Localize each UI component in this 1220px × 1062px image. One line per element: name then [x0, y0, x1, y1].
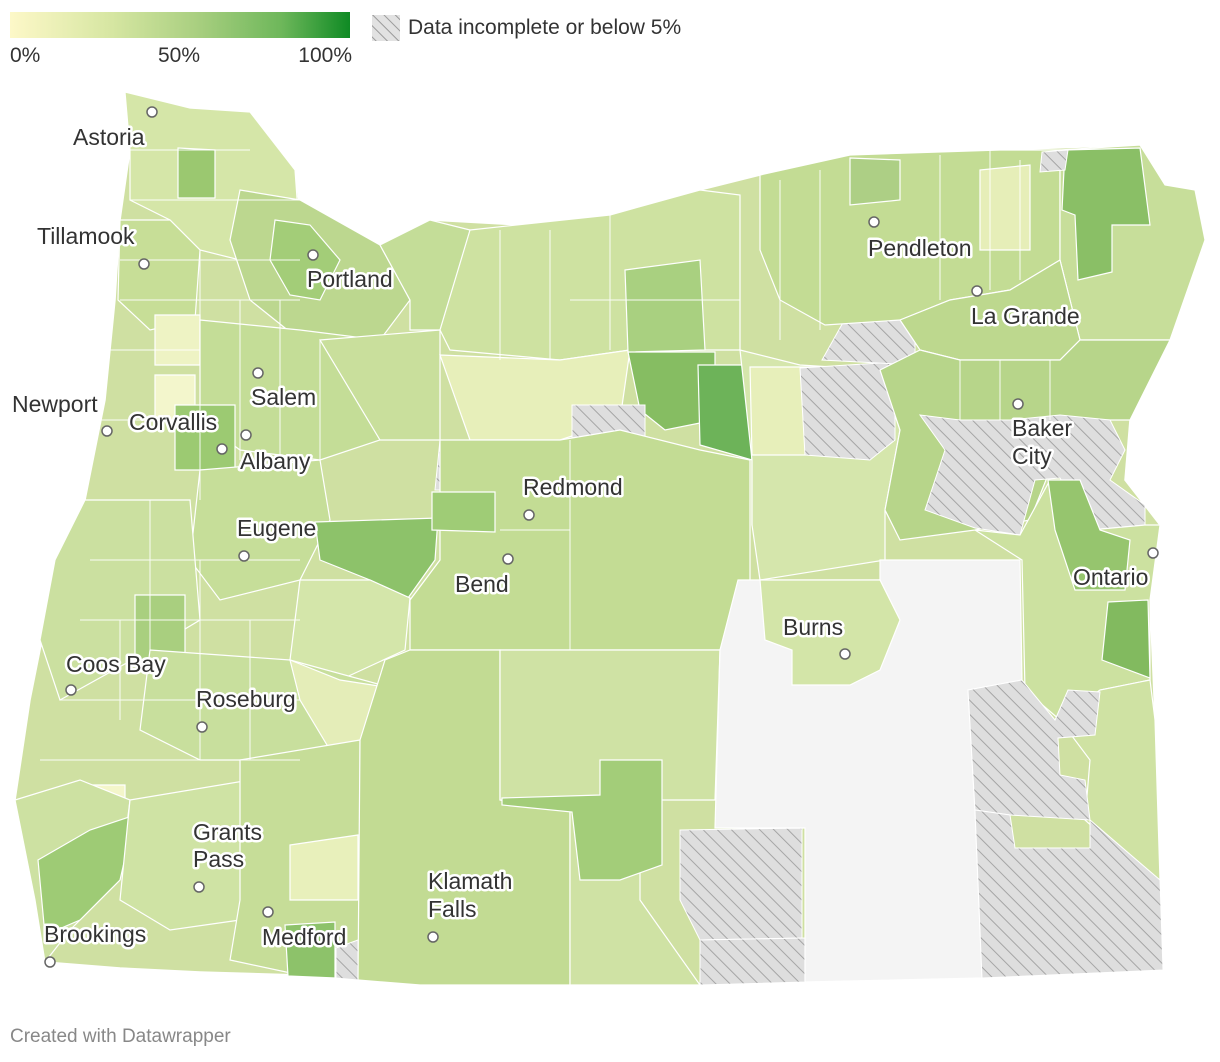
- klamath-falls-label: Klamath Falls: [428, 868, 519, 922]
- region-pale-coast-1: [154, 314, 201, 366]
- region-deschutes: [409, 429, 751, 651]
- region-gilliam: [624, 259, 706, 353]
- region-south-coast: [39, 499, 201, 701]
- no-data-legend: Data incomplete or below 5%: [372, 14, 681, 42]
- region-hatch-lake-2: [699, 937, 806, 986]
- legend-mid-label: 50%: [158, 44, 201, 67]
- region-burns: [759, 579, 901, 686]
- corvallis-marker: [216, 443, 228, 455]
- region-lake-dark: [501, 759, 663, 881]
- pendleton-label: Pendleton: [868, 235, 972, 261]
- city-markers: [44, 106, 1159, 968]
- eugene-marker: [238, 550, 250, 562]
- corvallis-label: Corvallis: [129, 409, 217, 435]
- city-labels: Astoria Tillamook Portland Newport Salem…: [10, 122, 1151, 953]
- portland-label: Portland: [307, 266, 393, 292]
- region-hatch-wheeler: [799, 361, 896, 461]
- color-scale-legend: 0% 50% 100%: [10, 12, 352, 72]
- grants-pass-marker: [193, 881, 205, 893]
- region-redmond-tract: [431, 491, 496, 533]
- baker-city-marker: [1012, 398, 1024, 410]
- no-data-label: Data incomplete or below 5%: [408, 16, 682, 39]
- legend-min-label: 0%: [10, 44, 41, 67]
- newport-label: Newport: [12, 391, 98, 417]
- burns-marker: [839, 648, 851, 660]
- pendleton-marker: [868, 216, 880, 228]
- medford-marker: [262, 906, 274, 918]
- klamath-falls-marker: [427, 931, 439, 943]
- salem-label: Salem: [251, 384, 316, 410]
- coos-bay-marker: [65, 684, 77, 696]
- color-gradient-bar: [10, 12, 350, 38]
- region-pendleton-tract: [849, 157, 901, 206]
- legend-max-label: 100%: [298, 44, 352, 67]
- region-medford-pale: [289, 834, 359, 901]
- bend-label: Bend: [455, 571, 509, 597]
- newport-marker: [101, 425, 113, 437]
- grants-pass-label: Grants Pass: [193, 819, 268, 872]
- brookings-marker: [44, 956, 56, 968]
- albany-marker: [240, 429, 252, 441]
- tract-boundaries: [40, 149, 1051, 761]
- oregon-map: Astoria Tillamook Portland Newport Salem…: [10, 90, 1206, 986]
- ontario-marker: [1147, 547, 1159, 559]
- region-pale-ne: [979, 164, 1031, 251]
- roseburg-marker: [196, 721, 208, 733]
- region-ontario-dark-1: [1047, 479, 1131, 591]
- salem-marker: [252, 367, 264, 379]
- tillamook-marker: [138, 258, 150, 270]
- region-astoria-tract: [177, 147, 216, 199]
- la-grande-label: La Grande: [971, 303, 1080, 329]
- astoria-marker: [146, 106, 158, 118]
- ontario-label: Ontario: [1073, 564, 1148, 590]
- hatch-swatch-icon: [372, 15, 400, 41]
- portland-marker: [307, 249, 319, 261]
- coos-bay-label: Coos Bay: [66, 651, 166, 677]
- astoria-label: Astoria: [73, 124, 145, 150]
- la-grande-marker: [971, 285, 983, 297]
- region-hatch-ne: [1039, 149, 1069, 173]
- roseburg-label: Roseburg: [196, 686, 296, 712]
- burns-label: Burns: [783, 614, 843, 640]
- region-dark-central-1: [627, 351, 716, 431]
- region-curry-dark: [37, 814, 136, 936]
- albany-label: Albany: [240, 448, 311, 474]
- redmond-label: Redmond: [523, 474, 623, 500]
- region-wallowa-dark: [1061, 147, 1151, 281]
- brookings-label: Brookings: [44, 921, 146, 947]
- baker-city-label: Baker City: [1012, 415, 1078, 469]
- region-ontario-dark-2: [1101, 599, 1151, 679]
- medford-label: Medford: [262, 924, 346, 950]
- region-hatch-malheur-2: [974, 809, 1164, 979]
- redmond-marker: [523, 509, 535, 521]
- eugene-label: Eugene: [237, 515, 316, 541]
- region-medford-dark: [284, 921, 336, 979]
- tillamook-label: Tillamook: [37, 223, 135, 249]
- bend-marker: [502, 553, 514, 565]
- datawrapper-credit: Created with Datawrapper: [10, 1026, 231, 1047]
- region-hatch-lake-1: [679, 827, 803, 941]
